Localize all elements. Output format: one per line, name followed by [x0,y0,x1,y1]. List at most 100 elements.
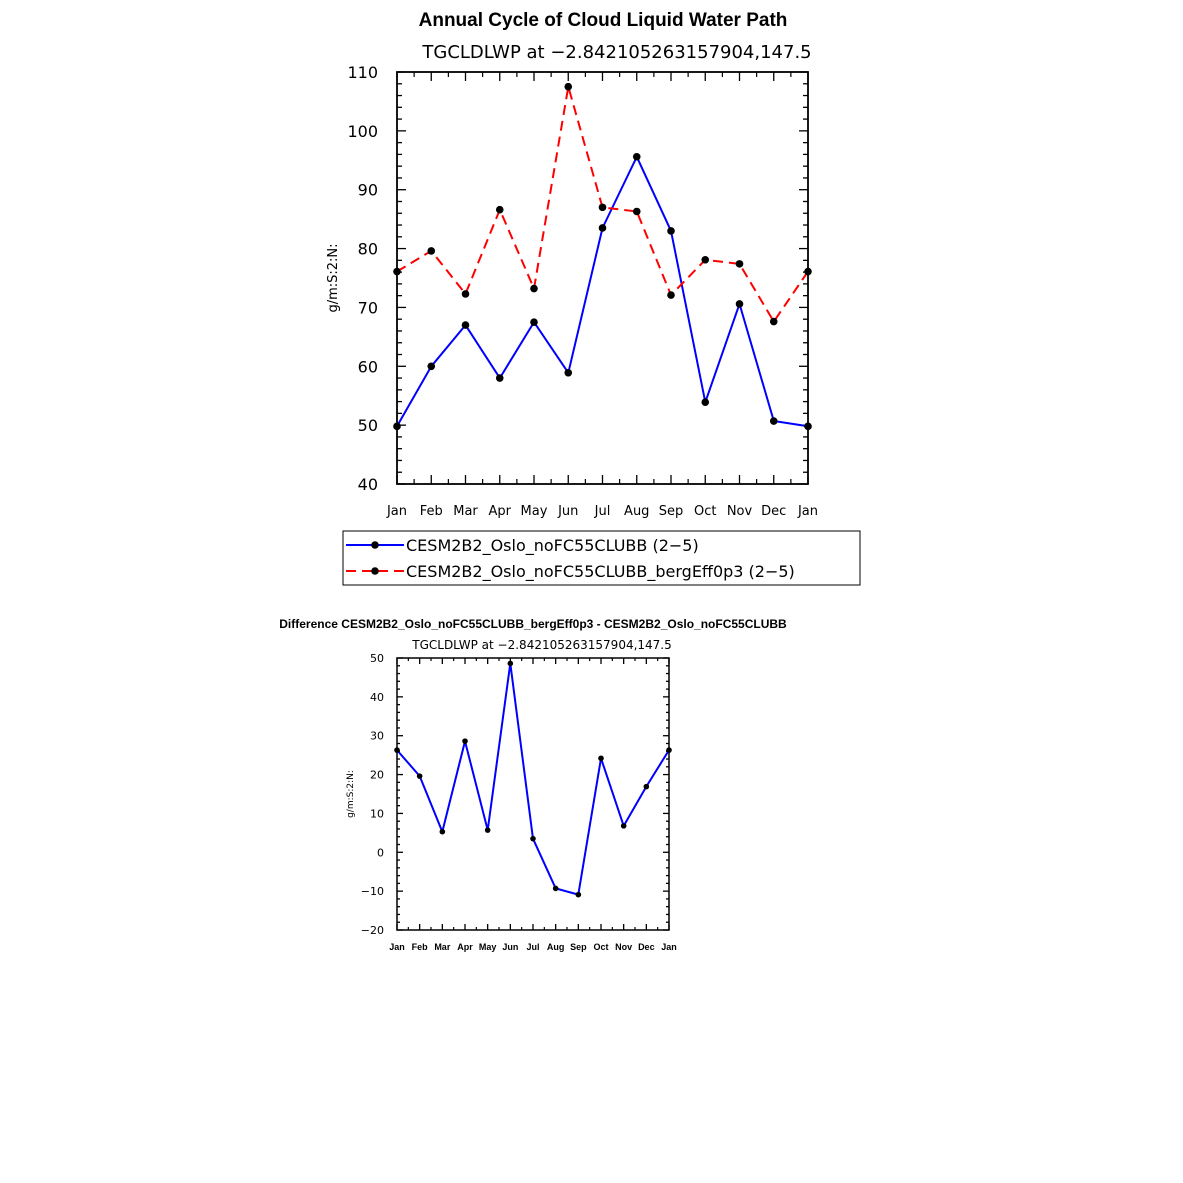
x-tick-label: Dec [761,504,786,519]
x-tick-label: Jan [386,504,407,519]
main-series-2-point-jun [564,82,573,91]
diff-series-1-point-sep [575,891,582,898]
diff-series-1-point-aug [552,885,559,892]
main-series-1-point-nov [735,300,744,308]
main-series-1-point-jul [598,224,607,232]
main-series-2-point-apr [495,205,504,214]
y-tick-label: 50 [358,416,378,435]
x-tick-label: Mar [434,942,451,952]
y-tick-label: 60 [358,357,378,376]
main-series-1-point-jun [564,368,573,377]
x-tick-label: Jul [526,942,539,952]
diff-series-1-point-oct [598,755,604,762]
x-tick-label: Jan [389,942,405,952]
x-tick-label: Jun [502,942,518,952]
main-series-line-1 [396,155,809,428]
diff-series-line-1 [396,662,670,896]
y-tick-label: 90 [358,181,378,200]
difference-y-ticks: −20 −10 0 10 20 30 40 50 [361,652,669,937]
difference-y-axis-label: g/m:S:2:N: [346,770,356,818]
diff-series-1-point-feb [416,773,423,779]
main-series-1-point-jan [804,422,812,431]
main-series-2-point-may [530,284,538,293]
diff-series-1-point-may [484,827,491,833]
diff-series-1-point-apr [462,738,468,744]
main-series-1-point-feb [427,362,436,371]
diff-series-1-point-mar [439,828,446,835]
difference-title: Difference CESM2B2_Oslo_noFC55CLUBB_berg… [279,617,787,631]
legend-label-series1: CESM2B2_Oslo_noFC55CLUBB (2−5) [406,536,699,556]
main-series-1-point-aug [632,152,641,161]
x-tick-label: Sep [570,942,587,952]
x-tick-label: Oct [593,942,608,952]
y-tick-label: 40 [370,691,384,704]
legend-box [342,530,861,586]
y-tick-label: 20 [370,769,384,782]
x-tick-label: Apr [489,504,512,519]
main-series-1-point-apr [495,374,504,382]
difference-subtitle: TGCLDLWP at −2.842105263157904,147.5 [411,638,672,652]
main-series-2-point-mar [461,290,470,298]
main-series-2-point-jan [393,267,401,276]
y-tick-label: 100 [347,122,378,141]
y-axis-label: g/m:S:2:N: [326,243,341,312]
chart-subtitle: TGCLDLWP at −2.842105263157904,147.5 [421,42,811,63]
main-series-1-point-jan [393,422,401,431]
data-series [393,82,812,431]
y-tick-label: 50 [370,652,384,665]
x-tick-label: Jun [557,504,578,519]
diff-series-1-point-jul [530,835,536,842]
main-series-2-point-feb [427,247,436,255]
difference-plot-frame [396,657,670,931]
x-tick-label: Aug [547,942,565,952]
x-tick-label: Feb [412,942,429,952]
main-series-2-point-jan [804,267,812,276]
y-tick-label: 40 [358,475,378,494]
main-series-1-point-oct [701,398,710,406]
plot-frame [396,71,809,485]
main-series-2-point-dec [769,317,778,326]
difference-chart: Difference CESM2B2_Oslo_noFC55CLUBB_berg… [279,617,787,952]
legend-marker-series2 [371,567,379,575]
x-tick-label: Sep [659,504,684,519]
main-series-2-point-jul [598,203,607,212]
y-tick-label: −20 [361,924,384,937]
difference-data-series [394,660,672,898]
x-tick-label: Nov [615,942,632,952]
main-series-2-point-aug [632,207,641,216]
diff-series-1-point-jan [394,747,400,753]
y-tick-label: −10 [361,885,384,898]
y-tick-label: 0 [377,846,384,859]
chart-title: Annual Cycle of Cloud Liquid Water Path [419,10,788,31]
x-tick-label: Aug [624,504,649,519]
main-series-2-point-nov [735,260,744,268]
main-series-2-point-oct [701,255,710,264]
x-tick-label: Dec [638,942,655,952]
x-ticks: Jan Feb Mar Apr May Jun Jul Aug Sep Oct Nov Dec Jan [386,72,818,519]
y-tick-label: 80 [358,240,378,259]
y-tick-label: 30 [370,730,384,743]
x-tick-label: May [479,942,497,952]
main-series-1-point-dec [769,417,778,425]
x-tick-label: Jan [661,942,677,952]
diff-series-1-point-nov [620,823,627,829]
legend-label-series2: CESM2B2_Oslo_noFC55CLUBB_bergEff0p3 (2−5… [406,562,795,582]
y-tick-label: 110 [347,63,378,82]
y-tick-label: 70 [358,298,378,317]
main-series-1-point-may [530,318,538,326]
main-series-1-point-mar [461,321,470,329]
diff-series-1-point-jan [666,747,672,753]
annual-cycle-chart: Annual Cycle of Cloud Liquid Water Path … [326,10,861,586]
main-series-2-point-sep [667,291,675,299]
legend: CESM2B2_Oslo_noFC55CLUBB (2−5) CESM2B2_O… [342,530,861,586]
main-series-1-point-sep [667,227,675,235]
x-tick-label: Apr [457,942,473,952]
y-ticks: 40 50 60 70 80 90 100 110 [347,63,808,494]
x-tick-label: Feb [420,504,443,519]
legend-marker-series1 [371,541,379,549]
y-tick-label: 10 [370,807,384,820]
x-tick-label: May [521,504,548,519]
x-tick-label: Nov [727,504,753,519]
x-tick-label: Jan [797,504,818,519]
